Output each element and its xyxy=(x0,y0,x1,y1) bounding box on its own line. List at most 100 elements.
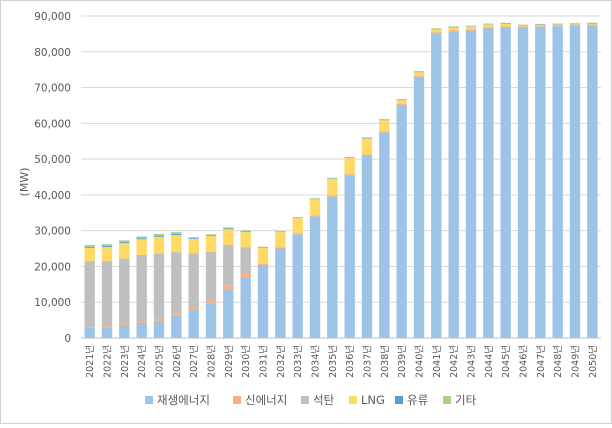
bar-segment xyxy=(206,304,216,338)
x-tick-label: 2029년 xyxy=(224,345,235,378)
bar-segment xyxy=(570,24,580,25)
x-tick-label: 2021년 xyxy=(85,345,96,378)
bar-segment xyxy=(102,244,112,246)
y-tick-label: 90,000 xyxy=(34,11,71,23)
y-tick-label: 80,000 xyxy=(34,47,71,59)
bar-segment xyxy=(119,325,129,338)
bar-segment xyxy=(396,99,406,100)
bar-segment xyxy=(206,234,216,235)
bar-segment xyxy=(518,27,528,338)
bar-segment xyxy=(136,255,146,321)
y-tick-label: 20,000 xyxy=(34,261,71,273)
bar-segment xyxy=(84,327,94,328)
bar-segment xyxy=(171,234,181,235)
bar-segment xyxy=(223,289,233,338)
x-tick-label: 2050년 xyxy=(588,345,599,378)
bar-segment xyxy=(362,137,372,138)
legend-swatch xyxy=(443,396,451,404)
bar-segment xyxy=(466,31,476,338)
legend-swatch xyxy=(395,396,403,404)
bar-segment xyxy=(310,199,320,215)
legend-swatch xyxy=(233,396,241,404)
x-tick-label: 2038년 xyxy=(380,345,391,378)
bar-segment xyxy=(448,27,458,30)
x-tick-label: 2027년 xyxy=(189,345,200,378)
bar-segment xyxy=(136,323,146,338)
bar-segment xyxy=(500,26,510,27)
bar-segment xyxy=(431,29,441,32)
x-tick-label: 2036년 xyxy=(345,345,356,378)
bar-segment xyxy=(275,247,285,248)
x-tick-label: 2040년 xyxy=(415,345,426,378)
bar-segment xyxy=(379,131,389,132)
bar-segment xyxy=(275,232,285,247)
bar-segment xyxy=(448,31,458,338)
bar-segment xyxy=(136,236,146,238)
bar-segment xyxy=(414,71,424,72)
bar-segment xyxy=(518,25,528,26)
bar-segment xyxy=(240,232,250,247)
bar-segment xyxy=(587,23,597,24)
bar-segment xyxy=(414,77,424,338)
bar-segment xyxy=(119,324,129,325)
bar-segment xyxy=(188,238,198,239)
bar-segment xyxy=(188,309,198,338)
bar-segment xyxy=(344,158,354,174)
bar-segment xyxy=(570,25,580,26)
bar-segment xyxy=(535,26,545,27)
bar-segment xyxy=(500,24,510,27)
bar-segment xyxy=(84,245,94,247)
bar-segment xyxy=(344,174,354,175)
bar-segment xyxy=(258,265,268,338)
x-tick-label: 2033년 xyxy=(293,345,304,378)
bar-segment xyxy=(188,253,198,306)
bar-segment xyxy=(154,319,164,321)
x-tick-label: 2046년 xyxy=(519,345,530,378)
bar-segment xyxy=(171,316,181,338)
y-tick-label: 0 xyxy=(64,333,71,345)
y-tick-label: 10,000 xyxy=(34,297,71,309)
bar-segment xyxy=(431,33,441,338)
bar-segment xyxy=(570,26,580,338)
x-tick-label: 2035년 xyxy=(328,345,339,378)
x-tick-label: 2026년 xyxy=(172,345,183,378)
bar-segment xyxy=(483,27,493,28)
bar-segment xyxy=(292,218,302,233)
bar-segment xyxy=(552,25,562,26)
bar-segment xyxy=(206,235,216,236)
bar-segment xyxy=(414,76,424,77)
bar-segment xyxy=(379,132,389,338)
bar-segment xyxy=(84,248,94,261)
bar-segment xyxy=(535,27,545,338)
bar-segment xyxy=(240,274,250,278)
y-tick-label: 30,000 xyxy=(34,226,71,238)
x-tick-label: 2022년 xyxy=(103,345,114,378)
x-tick-label: 2023년 xyxy=(120,345,131,378)
y-tick-label: 70,000 xyxy=(34,83,71,95)
bar-segment xyxy=(518,26,528,27)
legend-label: LNG xyxy=(361,393,385,407)
bar-segment xyxy=(102,261,112,326)
legend-swatch xyxy=(349,396,357,404)
bar-segment xyxy=(448,26,458,27)
x-tick-label: 2041년 xyxy=(432,345,443,378)
bar-segment xyxy=(223,229,233,230)
bar-segment xyxy=(500,27,510,338)
bar-segment xyxy=(258,248,268,264)
x-tick-label: 2037년 xyxy=(363,345,374,378)
bar-segment xyxy=(119,259,129,324)
bar-segment xyxy=(500,23,510,24)
x-tick-label: 2039년 xyxy=(397,345,408,378)
bar-segment xyxy=(396,104,406,105)
bar-segment xyxy=(292,234,302,338)
bar-segment xyxy=(188,307,198,310)
bar-segment xyxy=(240,278,250,338)
bar-segment xyxy=(154,236,164,237)
bar-segment xyxy=(310,215,320,216)
bar-segment xyxy=(327,195,337,196)
bar-segment xyxy=(552,24,562,25)
bar-segment xyxy=(206,252,216,301)
y-tick-label: 60,000 xyxy=(34,118,71,130)
